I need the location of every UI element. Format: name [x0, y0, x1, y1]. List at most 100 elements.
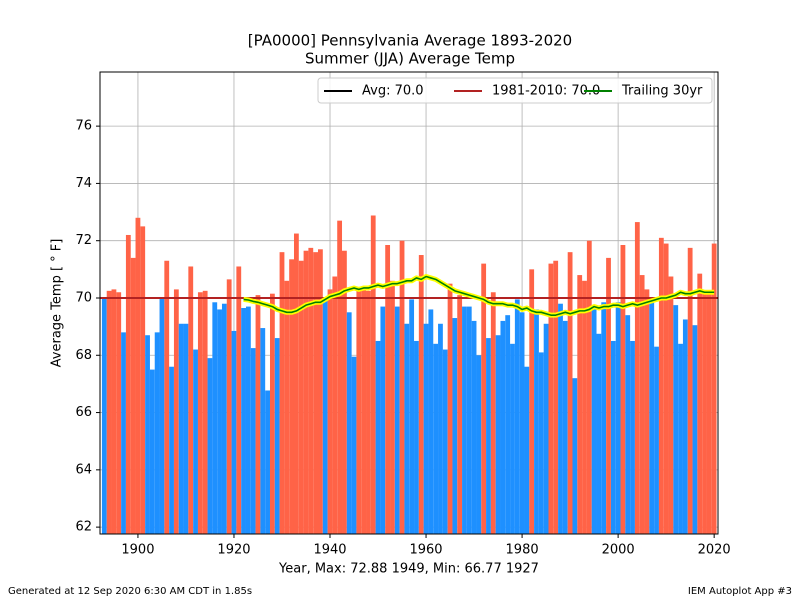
bar [658, 237, 664, 534]
bar [452, 318, 458, 534]
bar [702, 293, 707, 534]
bar [495, 335, 501, 534]
bar [140, 226, 146, 534]
bar [558, 303, 563, 534]
bar [505, 315, 511, 534]
bar [106, 290, 112, 534]
bar [442, 349, 448, 534]
bar [466, 306, 472, 534]
y-tick-label: 62 [75, 520, 92, 535]
bar [159, 298, 165, 534]
bar [188, 266, 194, 534]
y-tick-label: 64 [75, 462, 92, 477]
bar [366, 290, 371, 534]
bar [510, 343, 515, 534]
bar [529, 269, 535, 534]
bar [663, 243, 669, 534]
x-tick-label: 1900 [121, 543, 154, 558]
bar [414, 340, 419, 534]
bar [164, 260, 170, 534]
bar [423, 323, 429, 534]
footer-right: IEM Autoplot App #3 [688, 586, 792, 597]
bar [615, 302, 621, 534]
bar [553, 260, 559, 534]
bar [217, 309, 222, 534]
bar [207, 358, 213, 534]
bar [197, 292, 203, 534]
bar [111, 289, 117, 534]
axes-frame [99, 71, 719, 535]
bar [606, 257, 611, 534]
bar [706, 292, 712, 534]
bar [303, 250, 309, 534]
bar [625, 315, 631, 534]
bar [145, 335, 150, 534]
legend-label: 1981-2010: 70.0 [492, 84, 600, 99]
x-tick-label: 1980 [506, 543, 539, 558]
bar [711, 243, 717, 534]
bar [265, 390, 270, 534]
bar [116, 292, 122, 534]
y-tick-label: 76 [75, 119, 92, 134]
y-tick-label: 74 [75, 176, 92, 191]
bar [639, 275, 645, 534]
bar [428, 309, 434, 534]
y-tick-label: 70 [75, 290, 92, 305]
bar [433, 343, 439, 534]
bar [644, 289, 650, 534]
bar [418, 255, 424, 535]
bar [121, 332, 126, 534]
bar [543, 323, 549, 534]
bar [399, 240, 405, 534]
bar [476, 355, 482, 534]
bar [500, 320, 506, 534]
bar [582, 280, 587, 534]
bar [471, 320, 477, 534]
y-tick-label: 72 [75, 233, 92, 248]
bar [673, 305, 679, 534]
bar [394, 306, 400, 534]
legend-label: Avg: 70.0 [362, 84, 424, 99]
y-axis-label: Average Temp [ ° F] [50, 239, 65, 368]
x-tick-label: 1960 [409, 543, 442, 558]
bar [692, 325, 698, 534]
bar [289, 259, 294, 534]
bar [596, 333, 602, 534]
legend-label: Trailing 30yr [621, 84, 703, 99]
bar [534, 309, 539, 534]
line [243, 275, 715, 316]
bar [687, 247, 693, 535]
bar [125, 234, 131, 534]
bar [279, 252, 285, 534]
bar [409, 299, 415, 534]
bar [342, 250, 347, 534]
bar [250, 348, 256, 534]
bar [490, 292, 496, 534]
bar [654, 346, 659, 534]
x-tick-label: 1920 [217, 543, 250, 558]
bar [601, 302, 607, 534]
bar [370, 215, 376, 534]
bar [577, 275, 583, 534]
bar [486, 338, 491, 534]
bar [678, 343, 683, 534]
bar [293, 233, 299, 534]
legend-box [317, 77, 713, 104]
bar [567, 252, 573, 534]
bar [178, 323, 184, 534]
bar [332, 276, 338, 534]
chart-subtitle: Summer (JJA) Average Temp [305, 50, 515, 68]
bar [298, 260, 304, 534]
bar [572, 378, 578, 534]
bar [130, 257, 136, 534]
bar [361, 289, 367, 534]
bar [630, 340, 635, 534]
bar [101, 298, 107, 534]
bar [202, 290, 208, 534]
bar [380, 306, 386, 534]
bar [562, 320, 568, 534]
bar [231, 330, 237, 534]
chart-title: [PA0000] Pennsylvania Average 1893-2020 [248, 32, 572, 50]
bar [269, 293, 275, 534]
bar [586, 240, 592, 534]
